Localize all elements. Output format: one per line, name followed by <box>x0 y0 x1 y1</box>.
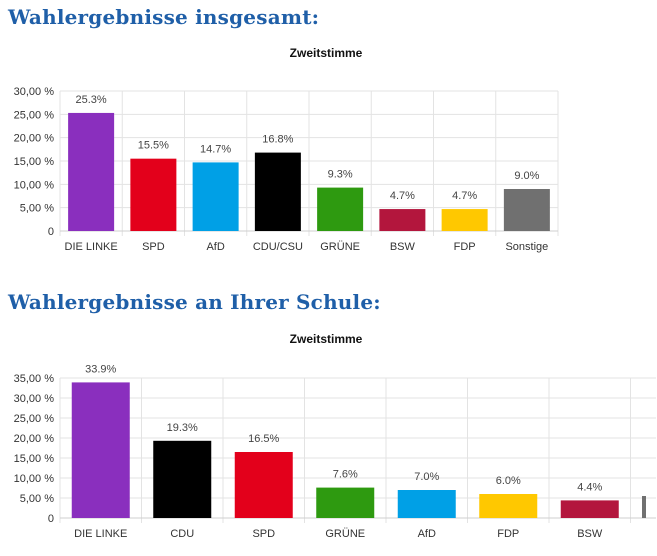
y-tick-label: 10,00 % <box>14 473 55 485</box>
category-label: DIE LINKE <box>65 241 118 253</box>
category-label: CDU/CSU <box>253 241 303 253</box>
section-heading-school: Wahlergebnisse an Ihrer Schule: <box>8 290 381 314</box>
value-label: 16.5% <box>248 433 279 445</box>
bar-die-linke <box>71 382 130 518</box>
category-label: AfD <box>206 241 224 253</box>
y-tick-label: 25,00 % <box>14 413 55 425</box>
value-label: 14.7% <box>200 143 231 155</box>
chart-title: Zweitstimme <box>290 46 363 60</box>
y-tick-label: 5,00 % <box>20 493 54 505</box>
y-tick-label: 0 <box>48 226 54 238</box>
category-label: Sonstige <box>505 241 548 253</box>
category-label: AfD <box>418 528 436 540</box>
y-tick-label: 35,00 % <box>14 373 55 385</box>
section-heading-overall: Wahlergebnisse insgesamt: <box>8 5 320 29</box>
bar-grüne <box>316 487 375 518</box>
value-label: 7.6% <box>333 469 358 481</box>
y-tick-label: 15,00 % <box>14 156 55 168</box>
value-label: 4.7% <box>452 190 477 202</box>
category-label: DIE LINKE <box>74 528 127 540</box>
overall-results-chart: Zweitstimme 0 5,00 % 10,00 % 15,00 % 20,00 % 2… <box>14 46 559 253</box>
bar-fdp <box>441 209 488 231</box>
y-tick-label: 20,00 % <box>14 133 55 145</box>
y-tick-label: 30,00 % <box>14 86 55 98</box>
category-label: SPD <box>142 241 165 253</box>
category-label: FDP <box>454 241 476 253</box>
bar-afd <box>397 490 456 518</box>
category-label: GRÜNE <box>320 241 360 253</box>
category-label: FDP <box>497 528 519 540</box>
value-label: 19.3% <box>167 422 198 434</box>
value-label: 6.0% <box>496 475 521 487</box>
value-label: 33.9% <box>85 363 116 375</box>
category-label: BSW <box>390 241 416 253</box>
category-label: GRÜNE <box>325 528 365 540</box>
bar-cdu-csu <box>254 152 301 231</box>
value-label: 15.5% <box>138 140 169 152</box>
school-results-chart: Zweitstimme 0 5,00 % 10,00 % 15,00 % 20,00 % 2… <box>14 332 656 540</box>
chart-title: Zweitstimme <box>290 332 363 346</box>
bar-sonstige <box>503 189 550 231</box>
value-label: 4.4% <box>577 481 602 493</box>
bar-bsw <box>560 500 619 518</box>
value-label: 7.0% <box>414 471 439 483</box>
value-label: 9.3% <box>328 169 353 181</box>
bar-cdu <box>153 440 212 518</box>
bar-grüne <box>317 187 364 231</box>
y-tick-label: 10,00 % <box>14 179 55 191</box>
y-tick-label: 0 <box>48 513 54 525</box>
category-label: CDU <box>170 528 194 540</box>
y-tick-label: 25,00 % <box>14 109 55 121</box>
category-label: SPD <box>252 528 275 540</box>
bar-cut-off <box>642 496 646 518</box>
bar-bsw <box>379 209 426 231</box>
y-tick-label: 5,00 % <box>20 203 54 215</box>
y-tick-label: 30,00 % <box>14 393 55 405</box>
bar-spd <box>234 452 293 518</box>
bar-fdp <box>479 494 538 518</box>
value-label: 9.0% <box>514 170 539 182</box>
value-label: 4.7% <box>390 190 415 202</box>
bar-afd <box>192 162 239 231</box>
bar-die-linke <box>68 112 115 231</box>
y-tick-label: 15,00 % <box>14 453 55 465</box>
value-label: 16.8% <box>262 134 293 146</box>
y-tick-label: 20,00 % <box>14 433 55 445</box>
bar-spd <box>130 158 177 231</box>
value-label: 25.3% <box>76 94 107 106</box>
category-label: BSW <box>577 528 603 540</box>
